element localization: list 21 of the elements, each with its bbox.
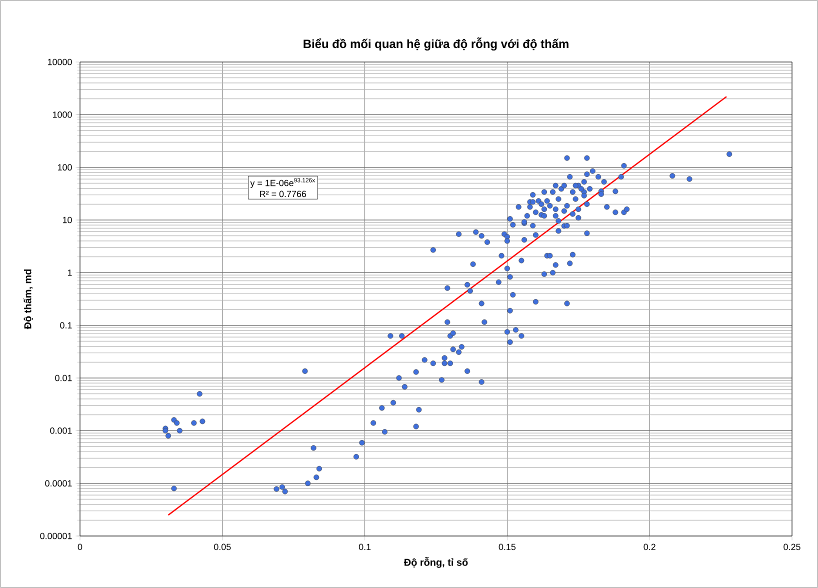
- y-tick-label: 0.00001: [40, 532, 72, 540]
- x-tick-label: 0.05: [214, 544, 231, 550]
- annotation: R² = 0.7766: [260, 190, 306, 198]
- y-tick-label: 1000: [52, 111, 72, 118]
- x-tick-label: 0: [78, 544, 82, 550]
- y-tick-label: 1: [68, 270, 72, 276]
- y-tick-label: 0.1: [60, 322, 72, 329]
- y-axis-title: Độ thấm, md: [24, 269, 33, 330]
- y-tick-label: 0.01: [55, 374, 72, 382]
- y-tick-label: 0.0001: [45, 480, 72, 487]
- y-tick-label: 10000: [48, 58, 72, 66]
- x-tick-label: 0.2: [644, 544, 656, 550]
- y-tick-label: 100: [58, 164, 72, 171]
- y-tick-label: 0.001: [50, 427, 72, 434]
- x-tick-label: 0.1: [358, 544, 371, 550]
- chart-title: Biểu đồ mối quan hệ giữa độ rỗng với độ thấm: [304, 37, 568, 50]
- y-tick-label: 10: [62, 216, 72, 224]
- annotation: y = 1E-06e$^{93.126x}$: [250, 178, 316, 188]
- x-axis-title: Độ rỗng, tỉ số: [404, 556, 468, 568]
- x-tick-label: 0.25: [784, 544, 800, 550]
- x-tick-label: 0.15: [498, 544, 516, 550]
